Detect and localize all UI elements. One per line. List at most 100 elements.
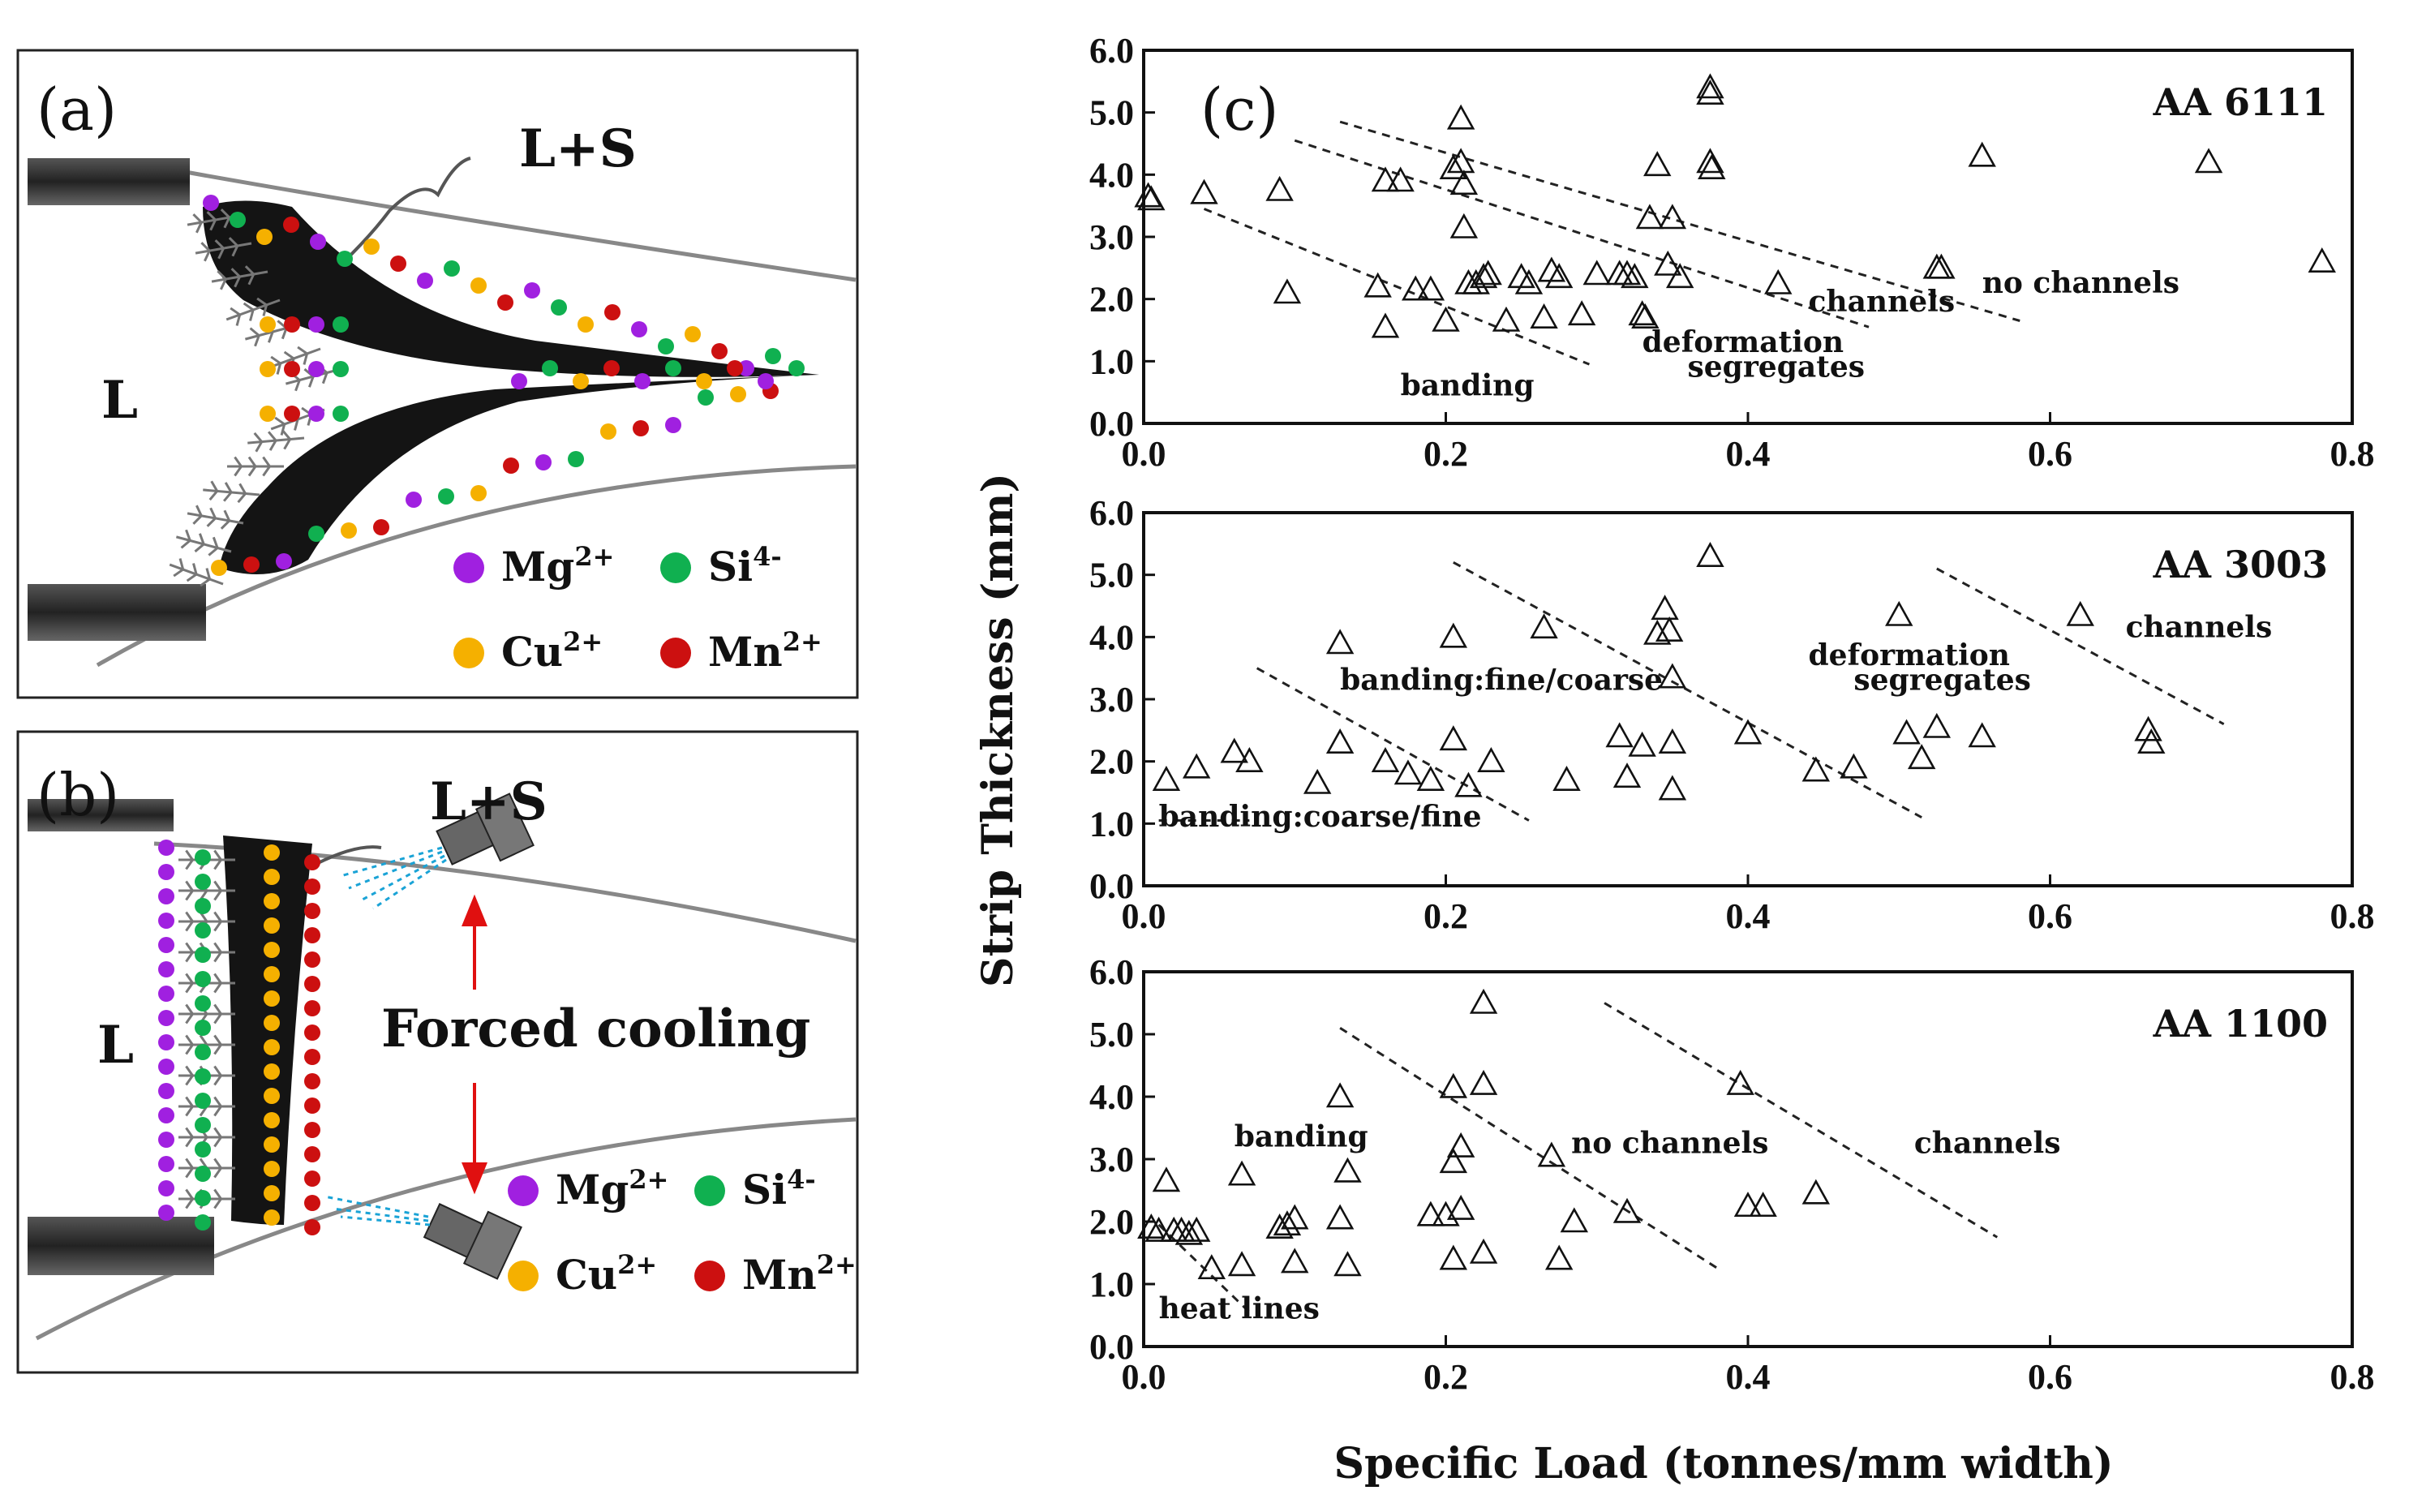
x-tick-label: 0.2 — [1424, 434, 1468, 474]
data-point — [1469, 1238, 1498, 1264]
data-point — [1462, 268, 1490, 294]
region-annotation: segregates — [1688, 350, 1866, 384]
data-point — [1922, 253, 1952, 279]
legend-dot-mg — [453, 552, 484, 583]
y-tick-label: 4.0 — [1089, 155, 1134, 195]
panel-b-tag: (b) — [36, 761, 119, 829]
data-point — [1454, 771, 1483, 797]
data-point — [1137, 185, 1166, 211]
data-point — [1446, 104, 1475, 130]
panel-b: (b) L+S L Forced cooling Mg2+ Si4-Cu2+ Mn2… — [16, 730, 859, 1374]
panel-a: (a) L+S L Mg2+ Si4-Cu2+ Mn2+ — [16, 49, 859, 699]
data-point — [1416, 1201, 1445, 1226]
data-point — [1152, 765, 1181, 791]
data-point — [1612, 762, 1642, 788]
y-tick-label: 3.0 — [1089, 1140, 1134, 1179]
data-point — [2137, 728, 2166, 754]
data-point — [1363, 272, 1392, 298]
data-point — [1235, 746, 1264, 772]
data-point — [1325, 629, 1355, 655]
data-point — [1582, 260, 1611, 286]
data-point — [1907, 744, 1936, 770]
upper-roll-surface — [153, 164, 857, 282]
data-point — [1530, 613, 1558, 639]
data-point — [1514, 268, 1544, 294]
y-tick-label: 2.0 — [1089, 742, 1134, 782]
data-point — [1134, 182, 1162, 208]
lower-nozzle — [28, 584, 206, 641]
y-axis-title: Strip Thickness (mm) — [973, 473, 1023, 987]
data-point — [1273, 278, 1302, 304]
region-annotation: no channels — [1571, 1126, 1768, 1160]
data-point — [1733, 719, 1763, 745]
data-point — [1621, 263, 1649, 289]
region-annotation: channels — [1809, 285, 1956, 319]
legend-dot-cu — [508, 1261, 539, 1291]
data-point — [1968, 141, 1996, 167]
x-tick-label: 0.0 — [1122, 434, 1166, 474]
data-point — [1333, 1251, 1362, 1277]
scatter-charts: 0.0 1.0 2.0 3.0 4.0 5.0 6.0 0.0 0.2 0.4 0.6 0.8 AA 6… — [1089, 31, 2375, 1397]
legend-label-mg: Mg2+ — [501, 541, 614, 591]
chart-0: 0.0 1.0 2.0 3.0 4.0 5.0 6.0 0.0 0.2 0.4 0.6 0.8 AA 6… — [1089, 31, 2375, 474]
y-tick-label: 4.0 — [1089, 617, 1134, 657]
legend-dot-mg — [508, 1175, 539, 1206]
data-point — [1733, 1192, 1763, 1218]
lower-shell — [219, 375, 819, 574]
data-point — [1612, 1197, 1642, 1223]
data-point — [1885, 600, 1913, 626]
chart-title: AA 3003 — [2153, 543, 2328, 586]
region-annotation: banding — [1401, 369, 1535, 403]
data-point — [1190, 178, 1218, 204]
data-point — [1371, 312, 1400, 338]
data-point — [1655, 616, 1684, 642]
panel-c: (c) Strip Thickness (mm) Specific Load (… — [973, 31, 2375, 1488]
data-point — [1567, 300, 1596, 326]
chart-title: AA 6111 — [2153, 80, 2328, 124]
data-point — [1167, 1216, 1196, 1242]
data-point — [1492, 306, 1521, 332]
data-point — [1469, 1069, 1498, 1095]
y-tick-label: 1.0 — [1089, 341, 1134, 381]
legend-dot-cu — [453, 638, 484, 668]
data-point — [1371, 166, 1400, 192]
region-annotation: banding:fine/coarse — [1340, 664, 1663, 698]
region-annotation: heat lines — [1159, 1291, 1320, 1325]
y-tick-label: 6.0 — [1089, 31, 1134, 71]
data-point — [1416, 275, 1445, 301]
y-tick-label: 0.0 — [1089, 866, 1134, 906]
data-point — [1764, 268, 1793, 294]
y-tick-label: 1.0 — [1089, 1265, 1134, 1304]
y-tick-label: 4.0 — [1089, 1077, 1134, 1117]
data-point — [1643, 619, 1672, 645]
solid-strip — [223, 835, 312, 1225]
data-point — [1654, 250, 1682, 276]
data-point — [1801, 756, 1831, 782]
data-point — [1182, 753, 1211, 779]
data-point — [1696, 79, 1724, 105]
data-point — [1174, 1219, 1204, 1245]
data-point — [1605, 722, 1634, 748]
y-tick-label: 5.0 — [1089, 556, 1134, 595]
region-annotation: banding:coarse/fine — [1159, 800, 1482, 834]
data-point — [1696, 148, 1724, 174]
data-point — [1227, 1251, 1256, 1277]
data-point — [1303, 768, 1332, 794]
x-tick-label: 0.8 — [2330, 896, 2375, 936]
y-tick-label: 1.0 — [1089, 804, 1134, 844]
legend-label-mn: Mn2+ — [742, 1249, 857, 1299]
data-point — [1144, 1216, 1173, 1242]
chart-title: AA 1100 — [2153, 1002, 2328, 1046]
data-point — [1197, 1254, 1226, 1280]
data-point — [1182, 1216, 1211, 1242]
data-point — [1393, 759, 1423, 785]
data-point — [1749, 1192, 1777, 1218]
x-tick-label: 0.6 — [2028, 434, 2072, 474]
forced-cooling-arrows — [462, 894, 487, 1195]
x-tick-label: 0.2 — [1424, 1357, 1468, 1397]
y-tick-label: 2.0 — [1089, 280, 1134, 320]
data-point — [1439, 1244, 1468, 1270]
data-point — [1968, 722, 1996, 748]
legend-dot-mn — [694, 1261, 725, 1291]
x-tick-label: 0.8 — [2330, 434, 2375, 474]
